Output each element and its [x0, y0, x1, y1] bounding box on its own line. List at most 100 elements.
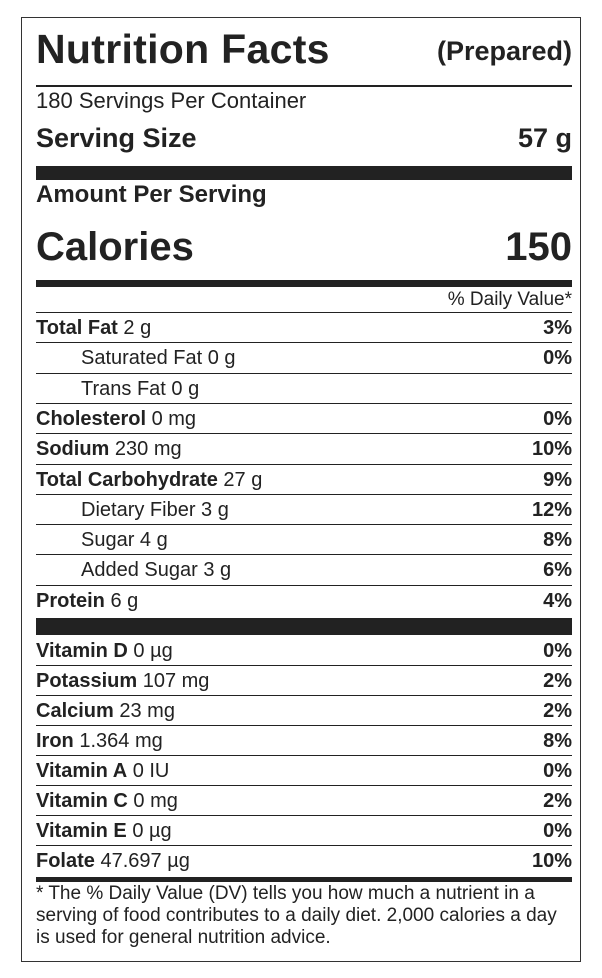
vitamin-row: Folate 47.697 µg 10%	[36, 847, 572, 877]
nutrient-name: Vitamin E 0 µg	[36, 820, 172, 843]
nutrient-name-text: Folate	[36, 850, 95, 872]
nutrient-amount: 47.697 µg	[94, 850, 190, 872]
daily-value-percent: 2%	[543, 700, 572, 722]
nutrient-name-text: Vitamin E	[36, 820, 127, 842]
servings-per-container: 180 Servings Per Container	[36, 88, 307, 113]
nutrient-name: Total Fat 2 g	[36, 317, 151, 340]
vitamin-row: Iron 1.364 mg 8%	[36, 727, 572, 757]
nutrient-name-text: Saturated Fat 0 g	[81, 347, 236, 370]
nutrient-row: Cholesterol 0 mg 0%	[36, 405, 572, 435]
daily-value-percent: 8%	[543, 529, 572, 552]
nutrient-row: Trans Fat 0 g	[36, 375, 572, 405]
nutrient-name: Saturated Fat 0 g	[81, 347, 236, 370]
nutrient-amount: 1.364 mg	[73, 730, 163, 752]
daily-value-percent: 10%	[531, 850, 572, 872]
nutrient-name-text: Sugar 4 g	[81, 529, 168, 552]
vitamin-row: Vitamin D 0 µg 0%	[36, 637, 572, 667]
vitamin-row: Vitamin E 0 µg 0%	[36, 817, 572, 847]
nutrient-name-text: Protein	[36, 589, 105, 612]
thick-divider	[36, 166, 572, 180]
row-divider	[36, 402, 572, 404]
nutrient-name: Folate 47.697 µg	[36, 850, 190, 873]
row-divider	[36, 785, 572, 786]
daily-value-percent: 0%	[543, 407, 572, 430]
nutrient-name-text: Iron	[36, 730, 74, 752]
row-divider	[36, 372, 572, 374]
footnote: * The % Daily Value (DV) tells you how m…	[36, 883, 557, 948]
nutrient-name-text: Vitamin C	[36, 790, 128, 812]
nutrient-name: Added Sugar 3 g	[81, 559, 231, 582]
label-subtitle: (Prepared)	[436, 36, 572, 66]
nutrient-row: Protein 6 g 4%	[36, 587, 572, 617]
nutrient-amount: 27 g	[217, 468, 263, 491]
row-divider	[36, 463, 572, 465]
nutrient-name: Vitamin D 0 µg	[36, 640, 173, 663]
serving-size-row: Serving Size 57 g	[36, 123, 572, 154]
nutrient-row: Total Fat 2 g 3%	[36, 314, 572, 344]
daily-value-percent: 6%	[543, 559, 572, 582]
divider	[36, 85, 572, 87]
nutrient-name-text: Total Fat	[36, 317, 118, 339]
nutrition-label: Nutrition Facts (Prepared) 180 Servings …	[21, 17, 581, 962]
daily-value-percent: 9%	[543, 468, 572, 491]
nutrient-name: Vitamin A 0 IU	[36, 760, 169, 783]
nutrient-row: Sugar 4 g 8%	[36, 526, 572, 556]
nutrient-row: Sodium 230 mg 10%	[36, 435, 572, 465]
nutrient-name-text: Sodium	[36, 438, 110, 461]
calories-value: 150	[505, 225, 572, 269]
nutrient-name: Sugar 4 g	[81, 529, 168, 552]
serving-size-label: Serving Size	[36, 123, 197, 153]
nutrient-name-text: Potassium	[36, 670, 138, 692]
nutrient-name-text: Total Carbohydrate	[36, 468, 218, 491]
daily-value-percent: 8%	[543, 730, 572, 752]
daily-value-percent: 2%	[543, 670, 572, 692]
row-divider	[36, 493, 572, 495]
daily-value-percent: 4%	[543, 589, 572, 612]
calories-row: Calories 150	[36, 225, 572, 270]
row-divider	[36, 524, 572, 526]
calories-label: Calories	[36, 225, 194, 269]
row-divider	[36, 755, 572, 756]
daily-value-percent: 12%	[531, 498, 572, 521]
nutrient-name: Vitamin C 0 mg	[36, 790, 178, 813]
daily-value-percent: 2%	[543, 790, 572, 812]
nutrition-label-content: Nutrition Facts (Prepared) 180 Servings …	[36, 18, 572, 961]
row-divider	[36, 725, 572, 726]
medium-divider	[36, 280, 572, 287]
nutrient-amount: 0 mg	[127, 790, 178, 812]
nutrient-amount: 0 mg	[146, 407, 197, 430]
nutrient-name: Cholesterol 0 mg	[36, 408, 196, 431]
daily-value-percent: 0%	[543, 820, 572, 842]
row-divider	[36, 665, 572, 666]
row-divider	[36, 342, 572, 344]
nutrient-name: Sodium 230 mg	[36, 438, 182, 461]
nutrient-row: Total Carbohydrate 27 g 9%	[36, 466, 572, 496]
amount-per-serving: Amount Per Serving	[36, 181, 267, 208]
serving-size-value: 57 g	[517, 123, 572, 153]
nutrient-row: Added Sugar 3 g 6%	[36, 556, 572, 586]
nutrient-name-text: Calcium	[36, 700, 114, 722]
row-divider	[36, 584, 572, 586]
nutrient-name: Calcium 23 mg	[36, 700, 175, 723]
daily-value-percent: 0%	[543, 640, 572, 662]
vitamin-row: Vitamin A 0 IU 0%	[36, 757, 572, 787]
nutrient-amount: 6 g	[104, 589, 139, 612]
nutrient-amount: 107 mg	[137, 670, 210, 692]
nutrient-name-text: Added Sugar 3 g	[81, 559, 232, 582]
vitamin-row: Vitamin C 0 mg 2%	[36, 787, 572, 817]
nutrient-name: Iron 1.364 mg	[36, 730, 163, 753]
divider	[36, 312, 572, 313]
row-divider	[36, 815, 572, 816]
nutrient-name-text: Trans Fat 0 g	[81, 377, 200, 400]
nutrient-name-text: Vitamin A	[36, 760, 128, 782]
row-divider	[36, 433, 572, 435]
vitamin-row: Potassium 107 mg 2%	[36, 667, 572, 697]
nutrient-name: Protein 6 g	[36, 590, 138, 613]
nutrient-amount: 230 mg	[109, 438, 182, 461]
daily-value-header: % Daily Value*	[447, 289, 572, 310]
row-divider	[36, 845, 572, 846]
row-divider	[36, 695, 572, 696]
medium-divider	[36, 877, 572, 882]
nutrient-amount: 0 µg	[127, 640, 173, 662]
nutrient-amount: 2 g	[117, 317, 152, 339]
